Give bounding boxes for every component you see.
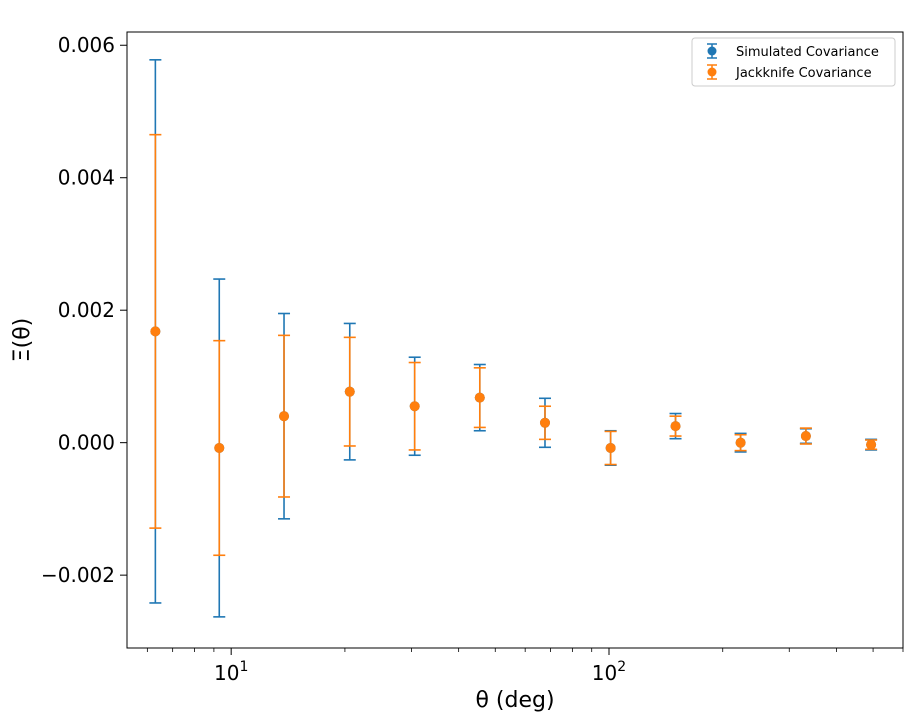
legend-label: Simulated Covariance xyxy=(736,45,879,60)
x-axis: 101 102 xyxy=(146,648,904,685)
y-tick-label: 0.006 xyxy=(58,33,115,57)
x-axis-label: θ (deg) xyxy=(475,688,554,713)
y-tick-label: −0.002 xyxy=(41,563,115,587)
legend-marker xyxy=(707,67,717,77)
legend-marker xyxy=(707,46,717,56)
series-2-point xyxy=(279,411,290,422)
series-2-point xyxy=(800,431,811,442)
y-axis-label: Ξ(θ) xyxy=(10,318,35,363)
y-tick-label: 0.004 xyxy=(58,166,115,190)
legend: Simulated Covariance Jackknife Covariance xyxy=(691,37,896,87)
x-tick-label: 101 xyxy=(214,659,248,685)
series-2-point xyxy=(605,442,616,453)
markers-layer xyxy=(150,326,877,453)
plot-frame xyxy=(126,31,904,649)
series-2-point xyxy=(409,401,420,412)
series-2-point xyxy=(539,417,550,428)
series-2-point xyxy=(474,392,485,403)
series-2-point xyxy=(344,386,355,397)
legend-label: Jackknife Covariance xyxy=(735,66,872,81)
series-2-point xyxy=(735,437,746,448)
y-tick-label: 0.000 xyxy=(58,431,115,455)
y-tick-label: 0.002 xyxy=(58,298,115,322)
legend-box xyxy=(691,37,896,87)
series-2-point xyxy=(670,421,681,432)
series-2-point xyxy=(214,442,225,453)
x-tick-label: 102 xyxy=(592,659,626,685)
y-axis: −0.002 0.000 0.002 0.004 0.006 xyxy=(41,33,127,587)
series-2-point xyxy=(866,439,877,450)
series-2-point xyxy=(150,326,161,337)
